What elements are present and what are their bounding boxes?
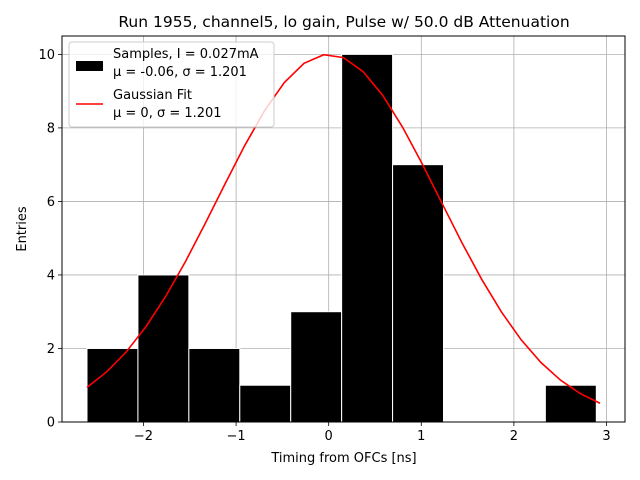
legend-samples-label: Samples, I = 0.027mA [113,47,259,62]
x-tick-label: −2 [134,429,153,444]
x-tick-label: −1 [226,429,245,444]
legend-fit-stats: μ = 0, σ = 1.201 [113,106,222,121]
legend-fit-label: Gaussian Fit [113,88,192,103]
legend-box [68,41,275,128]
histogram-bar [137,274,190,423]
y-tick-label: 0 [47,416,55,431]
histogram-bar [239,384,292,423]
y-axis-label: Entries [15,206,30,252]
plot-frame [61,35,626,423]
x-tick-label: 2 [510,429,518,444]
y-tick-label: 4 [47,268,55,283]
legend-samples-stats: μ = -0.06, σ = 1.201 [113,65,247,80]
histogram-bar [86,347,139,423]
x-tick-label: 3 [602,429,610,444]
legend: Samples, I = 0.027mA μ = -0.06, σ = 1.20… [68,41,275,128]
x-axis-label: Timing from OFCs [ns] [270,451,416,466]
y-tick-label: 2 [47,342,55,357]
x-tick-label: 1 [417,429,425,444]
x-tick-label: 0 [325,429,333,444]
histogram-bar [392,164,445,423]
y-tick-label: 8 [47,121,55,136]
x-axis-ticks: −2 −1 0 1 2 3 [134,422,611,444]
legend-samples-swatch [76,61,103,71]
y-axis-ticks: 0 2 4 6 8 10 [38,48,62,431]
gaussian-fit-line [86,53,601,404]
histogram-bar [341,53,394,423]
chart-title: Run 1955, channel5, lo gain, Pulse w/ 50… [118,13,569,31]
histogram-bar [544,384,597,423]
y-tick-label: 6 [47,195,55,210]
y-tick-label: 10 [38,48,55,63]
histogram-bar [188,347,241,423]
histogram-bar [290,311,343,423]
